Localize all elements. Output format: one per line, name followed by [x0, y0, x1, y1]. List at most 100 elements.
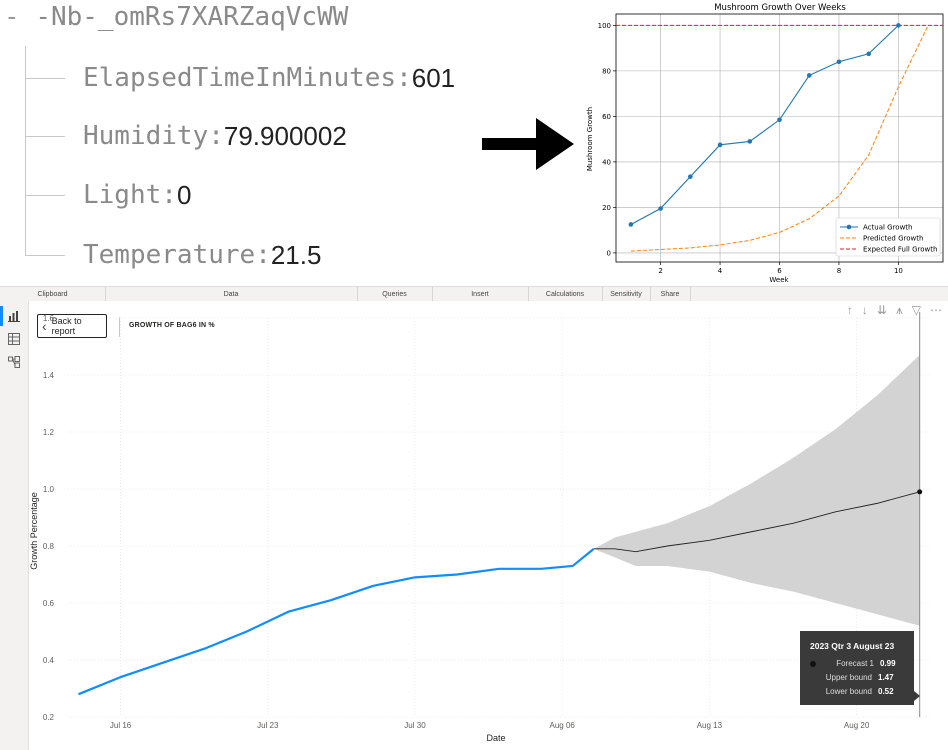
x-axis-label: Date — [486, 733, 505, 743]
actual-growth-point — [836, 59, 842, 65]
y-tick-label: 0.8 — [43, 542, 55, 551]
tooltip-row-lower: Lower bound 0.52 — [810, 687, 894, 696]
ribbon-group-bar: Clipboard Data Queries Insert Calculations Se… — [0, 286, 948, 302]
drill-up-icon[interactable]: ↑ — [846, 303, 853, 317]
visual-title: GROWTH OF BAG6 IN % — [129, 322, 215, 329]
tooltip-label: Lower bound — [825, 687, 872, 696]
y-axis-label: Growth Percentage — [29, 492, 39, 570]
model-view-icon[interactable] — [6, 354, 22, 370]
visual-header-icons: ↑ ↓ ⇊ ⩚ ▽ ⋯ — [847, 303, 942, 318]
y-tick-label: 80 — [602, 67, 611, 75]
tree-key: ElapsedTimeInMinutes — [83, 63, 397, 93]
x-tick-label: Jul 16 — [110, 721, 132, 730]
x-tick-label: Aug 20 — [844, 721, 870, 730]
actual-growth-point — [806, 73, 812, 78]
forecast-confidence-band — [593, 355, 920, 626]
y-tick-label: 1.2 — [43, 428, 55, 437]
series-predicted-growth — [630, 25, 929, 252]
ribbon-group-share[interactable]: Share — [650, 287, 691, 301]
tree-branch — [25, 135, 65, 137]
growth-forecast-chart: 0.2 0.4 0.6 0.8 1.0 1.2 1.4 1.6 Jul 16 Jul 23 Jul … — [29, 312, 930, 743]
tree-value[interactable]: 79.900002 — [223, 120, 347, 151]
y-tick-label: 0.4 — [43, 656, 55, 665]
tree-key: Temperature — [83, 240, 256, 270]
tooltip-row-forecast: Forecast 1 0.99 — [810, 659, 896, 668]
chart-legend: Actual Growth Predicted Growth Expected Fu… — [835, 217, 941, 257]
x-tick-label: Jul 23 — [257, 721, 279, 730]
report-view-icon[interactable] — [6, 308, 22, 324]
y-tick-label: 1.4 — [43, 371, 55, 380]
x-tick-label: 6 — [777, 267, 782, 275]
right-arrow-icon — [482, 118, 574, 170]
tree-row-light[interactable]: Light: 0 — [25, 177, 191, 213]
tooltip-pointer — [914, 691, 920, 701]
ribbon-group-calculations[interactable]: Calculations — [528, 287, 603, 301]
actual-growth-point — [777, 117, 782, 123]
filter-icon[interactable]: ▽ — [911, 303, 921, 317]
ribbon-group-insert[interactable]: Insert — [432, 287, 529, 301]
tree-key: Light — [83, 180, 162, 210]
tooltip-value: 0.99 — [880, 659, 896, 668]
tooltip-row-upper: Upper bound 1.47 — [810, 673, 894, 682]
chevron-left-icon: ‹ — [42, 318, 47, 334]
back-to-report-label: Back to report — [51, 316, 82, 336]
tree-value[interactable]: 21.5 — [270, 239, 322, 270]
legend-entry: Predicted Growth — [863, 235, 923, 243]
tree-branch — [25, 254, 65, 256]
tree-value[interactable]: 601 — [411, 62, 456, 93]
y-tick-label: 60 — [602, 113, 611, 121]
y-tick-label: 0.6 — [43, 599, 55, 608]
tooltip-value: 1.47 — [878, 673, 894, 682]
chart-title: Mushroom Growth Over Weeks — [714, 3, 846, 13]
tree-row-elapsed[interactable]: ElapsedTimeInMinutes: 601 — [25, 60, 455, 96]
expand-next-level-icon[interactable]: ⇊ — [876, 303, 887, 317]
actual-growth-point — [896, 23, 901, 28]
actual-growth-point — [688, 174, 693, 179]
y-axis-label: Mushroom Growth — [586, 107, 594, 171]
tree-value[interactable]: 0 — [176, 179, 192, 210]
table-view-icon[interactable] — [6, 331, 22, 347]
tooltip-value: 0.52 — [878, 687, 894, 696]
tree-row-humidity[interactable]: Humidity: 79.900002 — [25, 118, 347, 154]
actual-growth-point — [747, 139, 753, 144]
legend-box — [835, 217, 941, 257]
tree-connector — [25, 46, 26, 256]
plot-frame — [615, 13, 944, 263]
y-tick-label: 1.6 — [43, 314, 55, 323]
ribbon-group-sensitivity[interactable]: Sensitivity — [602, 287, 651, 301]
header-divider — [119, 317, 120, 337]
actual-growth-point — [717, 142, 723, 148]
expand-hierarchy-icon[interactable]: ⩚ — [895, 303, 903, 317]
x-axis-label: Week — [769, 276, 789, 284]
y-tick-label: 20 — [602, 204, 611, 212]
report-canvas: ‹ Back to report GROWTH OF BAG6 IN % ↑ ↓… — [29, 301, 948, 750]
mushroom-growth-chart: Mushroom Growth Over Weeks 2 4 6 8 100204060… — [580, 0, 948, 284]
series-dot-icon — [810, 660, 816, 667]
series-actual-growth — [630, 24, 899, 225]
drill-down-icon[interactable]: ↓ — [861, 303, 868, 317]
y-tick-label: 1.0 — [43, 485, 55, 494]
x-tick-label: 4 — [718, 267, 723, 275]
forecast-tooltip: 2023 Qtr 3 August 23 Forecast 1 0.99 Upp… — [800, 631, 920, 705]
tooltip-label: Forecast 1 — [836, 659, 874, 668]
y-tick-label: 100 — [598, 22, 611, 30]
legend-entry: Expected Full Growth — [863, 246, 937, 254]
y-tick-label: 0.2 — [43, 713, 55, 722]
ribbon-group-clipboard[interactable]: Clipboard — [0, 287, 106, 301]
y-tick-label: 40 — [602, 158, 611, 166]
database-tree: - -Nb-_omRs7XARZaqVcWW ElapsedTimeInMinu… — [0, 0, 470, 280]
actual-growth-point — [628, 222, 634, 227]
x-tick-label: Aug 13 — [697, 721, 723, 730]
actual-growth-line — [78, 547, 595, 696]
tooltip-label: Upper bound — [825, 673, 872, 682]
tree-root-key[interactable]: - -Nb-_omRs7XARZaqVcWW — [4, 2, 349, 32]
x-tick-label: Jul 30 — [404, 721, 426, 730]
more-options-icon[interactable]: ⋯ — [930, 303, 942, 317]
x-tick-label: Aug 06 — [550, 721, 576, 730]
y-tick-label: 0 — [607, 249, 611, 257]
actual-growth-point — [866, 51, 871, 57]
ribbon-group-queries[interactable]: Queries — [357, 287, 433, 301]
ribbon-group-data[interactable]: Data — [105, 287, 358, 301]
tree-collapse-dash: - — [4, 2, 36, 32]
tree-row-temperature[interactable]: Temperature: 21.5 — [25, 237, 321, 273]
